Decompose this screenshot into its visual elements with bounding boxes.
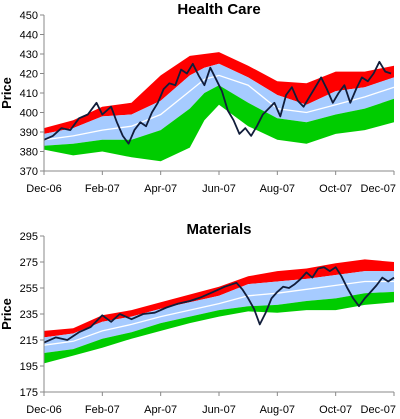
- materials-y-axis-label: Price: [0, 298, 14, 330]
- health-care-x-tick-label: Feb-07: [85, 183, 120, 195]
- materials-x-tick-label: Aug-07: [260, 404, 295, 416]
- health-care-x-tick-label: Dec-07: [361, 183, 396, 195]
- health-care-chart: Health Care 370 380 390 400 410 420 430 440 450 De…: [0, 1, 396, 195]
- health-care-y-axis-label: Price: [0, 77, 14, 109]
- health-care-y-tick-label: 370: [20, 166, 38, 178]
- health-care-y-tick-label: 380: [20, 147, 38, 159]
- materials-x-tick-label: Apr-07: [144, 404, 177, 416]
- health-care-lower-band: [44, 85, 394, 162]
- materials-chart: Materials 175 195 215 235 255 275 295 Dec-06 Feb-…: [0, 221, 396, 416]
- health-care-y-tick-label: 410: [20, 88, 38, 100]
- materials-y-tick-label: 235: [20, 309, 38, 321]
- materials-price-line: [43, 266, 395, 344]
- materials-y-tick-label: 295: [20, 231, 38, 243]
- health-care-y-tick-label: 430: [20, 49, 38, 61]
- materials-x-tick-label: Jun-07: [202, 404, 236, 416]
- health-care-y-tick-label: 390: [20, 127, 38, 139]
- health-care-y-tick-label: 450: [20, 10, 38, 22]
- health-care-x-tick-label: Dec-06: [26, 183, 61, 195]
- materials-moving-average-line: [43, 280, 394, 346]
- health-care-x-tick-label: Oct-07: [319, 183, 352, 195]
- health-care-y-tick-label: 440: [20, 30, 38, 42]
- health-care-title: Health Care: [177, 1, 260, 18]
- health-care-moving-average-line: [43, 74, 395, 141]
- health-care-price-line: [43, 60, 392, 145]
- materials-x-tick-label: Dec-07: [361, 404, 396, 416]
- health-care-y-tick-label: 400: [20, 108, 38, 120]
- materials-y-tick-label: 215: [20, 335, 38, 347]
- health-care-inner-band: [44, 63, 394, 146]
- materials-title: Materials: [186, 221, 251, 238]
- materials-y-tick-label: 255: [20, 283, 38, 295]
- health-care-y-tick-label: 420: [20, 69, 38, 81]
- materials-x-tick-label: Oct-07: [319, 404, 352, 416]
- health-care-upper-band: [44, 52, 394, 134]
- materials-x-tick-label: Feb-07: [85, 404, 120, 416]
- materials-y-tick-label: 175: [20, 387, 38, 399]
- materials-y-tick-label: 195: [20, 361, 38, 373]
- materials-x-tick-label: Dec-06: [26, 404, 61, 416]
- materials-inner-band: [44, 271, 394, 353]
- health-care-x-tick-label: Jun-07: [202, 183, 236, 195]
- materials-lower-band: [44, 291, 394, 364]
- materials-y-tick-label: 275: [20, 257, 38, 269]
- health-care-x-tick-label: Aug-07: [260, 183, 295, 195]
- health-care-x-tick-label: Apr-07: [144, 183, 177, 195]
